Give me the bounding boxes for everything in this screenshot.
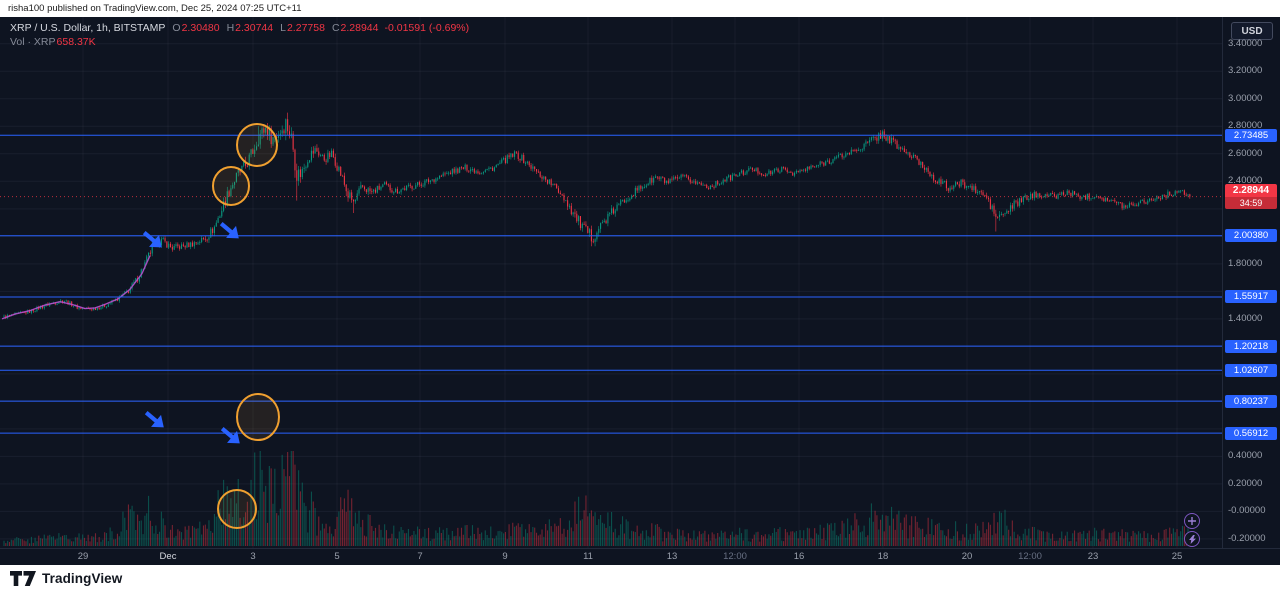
time-axis-label: 18 (877, 551, 889, 562)
ma-line[interactable] (1, 255, 151, 320)
footer: TradingView (0, 565, 1280, 592)
level-price-label[interactable]: 0.80237 (1225, 394, 1277, 408)
support-resistance-lines[interactable] (0, 134, 1222, 434)
level-price-label[interactable]: 1.20218 (1225, 339, 1277, 353)
high-label: H (226, 22, 235, 34)
time-axis[interactable]: 29 Dec 3 5 7 9 11 13 12:00 16 18 20 12:00 23 25 (0, 548, 1280, 565)
price-axis-label: 1.40000 (1228, 312, 1263, 324)
price-axis[interactable]: USD 3.40000 3.20000 3.00000 2.80000 2.60000 2… (1222, 17, 1280, 548)
floating-buttons (1184, 513, 1200, 547)
level-price-label[interactable]: 0.56912 (1225, 426, 1277, 440)
time-axis-label: 7 (417, 551, 423, 562)
low-label: L (280, 22, 286, 34)
open-value: 2.30480 (181, 22, 220, 34)
change-value: -0.01591 (-0.69%) (384, 22, 470, 34)
price-axis-label: 3.40000 (1228, 37, 1263, 49)
volume-value: 658.37K (56, 36, 96, 48)
symbol-title[interactable]: XRP / U.S. Dollar, 1h, BITSTAMP (10, 22, 166, 34)
time-axis-label: 11 (583, 551, 593, 562)
plus-icon (1188, 517, 1196, 525)
time-axis-label: 16 (793, 551, 805, 562)
time-axis-label: 23 (1087, 551, 1099, 562)
time-axis-label: 3 (250, 551, 256, 562)
gridlines (0, 17, 1222, 548)
legend-row-volume: Vol · XRP658.37K (10, 35, 469, 49)
close-label: C (331, 22, 340, 34)
last-price-label: 2.28944 34:59 (1225, 183, 1277, 209)
last-price-value: 2.28944 (1232, 184, 1270, 196)
price-axis-label: 2.60000 (1228, 147, 1263, 159)
bar-countdown: 34:59 (1225, 196, 1277, 209)
price-axis-label: 2.40000 (1228, 175, 1263, 187)
lightning-fab-button[interactable] (1184, 531, 1200, 547)
publish-bar: risha100 published on TradingView.com, D… (0, 0, 1280, 17)
price-axis-label: 3.00000 (1228, 92, 1263, 104)
time-axis-label: 12:00 (723, 551, 747, 562)
currency-toggle-button[interactable]: USD (1231, 22, 1273, 40)
level-price-label[interactable]: 2.73485 (1225, 128, 1277, 142)
level-price-label[interactable]: 1.55917 (1225, 290, 1277, 304)
time-axis-label: 29 (77, 551, 89, 562)
high-value: 2.30744 (235, 22, 274, 34)
legend: XRP / U.S. Dollar, 1h, BITSTAMP O2.30480 H… (10, 21, 469, 49)
level-price-label[interactable]: 2.00380 (1225, 229, 1277, 243)
time-axis-label: 12:00 (1018, 551, 1042, 562)
time-axis-label: 9 (502, 551, 508, 562)
price-axis-label: 2.80000 (1228, 120, 1263, 132)
level-price-label[interactable]: 1.02607 (1225, 363, 1277, 377)
price-axis-label: 3.20000 (1228, 65, 1263, 77)
tradingview-logo-icon[interactable] (10, 571, 36, 586)
publish-text: risha100 published on TradingView.com, D… (8, 3, 302, 14)
time-axis-label: Dec (159, 551, 177, 562)
candlesticks (3, 112, 1191, 320)
volume-label: Vol · XRP (10, 36, 56, 48)
time-axis-label: 20 (961, 551, 973, 562)
chart-shell: XRP / U.S. Dollar, 1h, BITSTAMP O2.30480 H… (0, 17, 1280, 565)
volume-bars (3, 451, 1191, 546)
annotation-circles[interactable] (212, 123, 280, 529)
price-chart[interactable] (0, 17, 1222, 548)
legend-row-main: XRP / U.S. Dollar, 1h, BITSTAMP O2.30480 H… (10, 21, 469, 35)
plus-fab-button[interactable] (1184, 513, 1200, 529)
lightning-icon (1188, 534, 1196, 544)
open-label: O (172, 22, 181, 34)
price-axis-label: -0.00000 (1228, 505, 1266, 517)
time-axis-label: 25 (1171, 551, 1183, 562)
footer-brand[interactable]: TradingView (42, 571, 123, 586)
price-axis-label: 0.40000 (1228, 450, 1263, 462)
price-axis-label: 1.80000 (1228, 257, 1263, 269)
price-axis-label: 0.20000 (1228, 477, 1263, 489)
price-axis-label: -0.20000 (1228, 532, 1266, 544)
low-value: 2.27758 (286, 22, 325, 34)
close-value: 2.28944 (340, 22, 379, 34)
time-axis-label: 13 (666, 551, 678, 562)
time-axis-label: 5 (334, 551, 340, 562)
annotation-arrows[interactable] (139, 218, 245, 450)
